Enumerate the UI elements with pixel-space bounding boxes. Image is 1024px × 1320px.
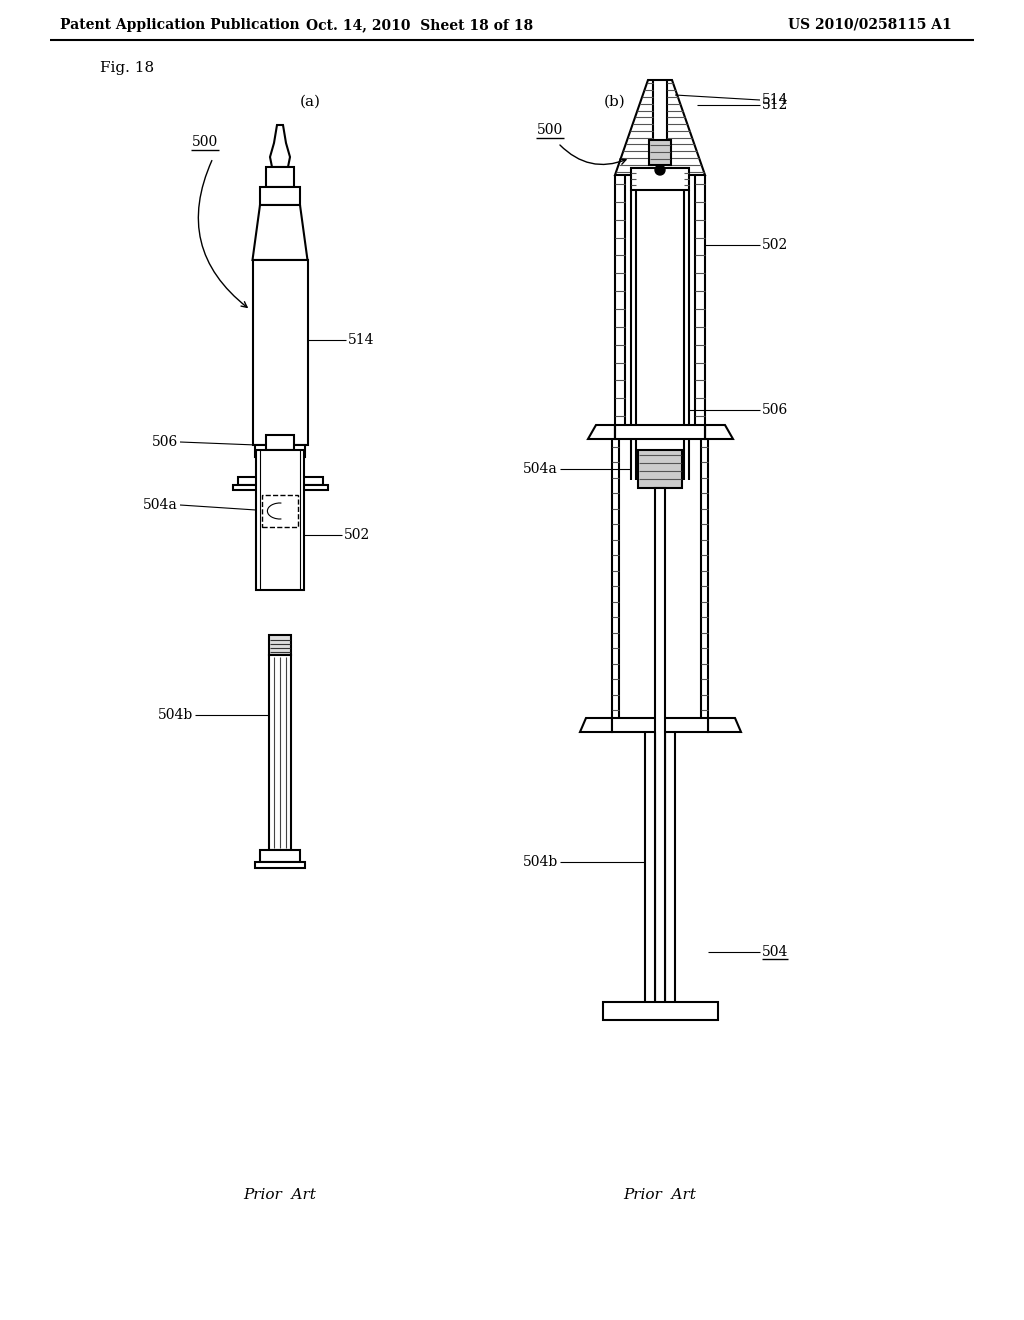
Text: 504: 504 [762,945,788,960]
Text: Patent Application Publication: Patent Application Publication [60,18,300,32]
Bar [238,477,323,484]
Bar [262,495,298,527]
Bar [259,457,301,477]
Polygon shape [588,425,615,440]
Bar [253,260,307,445]
Text: 504a: 504a [143,498,178,512]
Text: Prior  Art: Prior Art [624,1188,696,1203]
Text: 512: 512 [762,98,788,112]
Bar [266,168,294,187]
Text: 502: 502 [344,528,371,543]
Circle shape [655,165,665,176]
Text: 500: 500 [191,135,218,149]
Bar [260,187,300,205]
Bar [649,140,671,165]
Text: 506: 506 [152,436,178,449]
Text: 506: 506 [762,403,788,417]
Polygon shape [580,718,612,733]
Polygon shape [705,425,732,440]
Bar [612,718,708,733]
Bar [631,168,689,190]
Text: 500: 500 [537,123,563,137]
Bar [269,655,291,850]
Polygon shape [615,81,705,176]
Text: Fig. 18: Fig. 18 [100,61,155,75]
Bar [602,1002,718,1020]
Text: Prior  Art: Prior Art [244,1188,316,1203]
Text: US 2010/0258115 A1: US 2010/0258115 A1 [788,18,952,32]
Polygon shape [253,205,307,260]
Text: 514: 514 [347,333,374,347]
Text: 502: 502 [762,238,788,252]
Text: Oct. 14, 2010  Sheet 18 of 18: Oct. 14, 2010 Sheet 18 of 18 [306,18,534,32]
Text: 514: 514 [762,92,788,107]
Polygon shape [708,718,740,733]
Bar [638,450,682,488]
Bar [255,862,305,869]
Text: 504b: 504b [522,855,558,869]
Polygon shape [270,125,290,168]
Text: 504b: 504b [158,708,193,722]
Bar [260,850,300,862]
Bar [269,635,291,655]
Bar [256,450,304,590]
Text: 504a: 504a [523,462,558,477]
Bar [615,425,705,440]
Text: (b): (b) [604,95,626,110]
Bar [255,445,305,457]
Bar [266,436,294,450]
Bar [232,484,328,490]
Bar [655,488,665,1012]
Text: (a): (a) [299,95,321,110]
